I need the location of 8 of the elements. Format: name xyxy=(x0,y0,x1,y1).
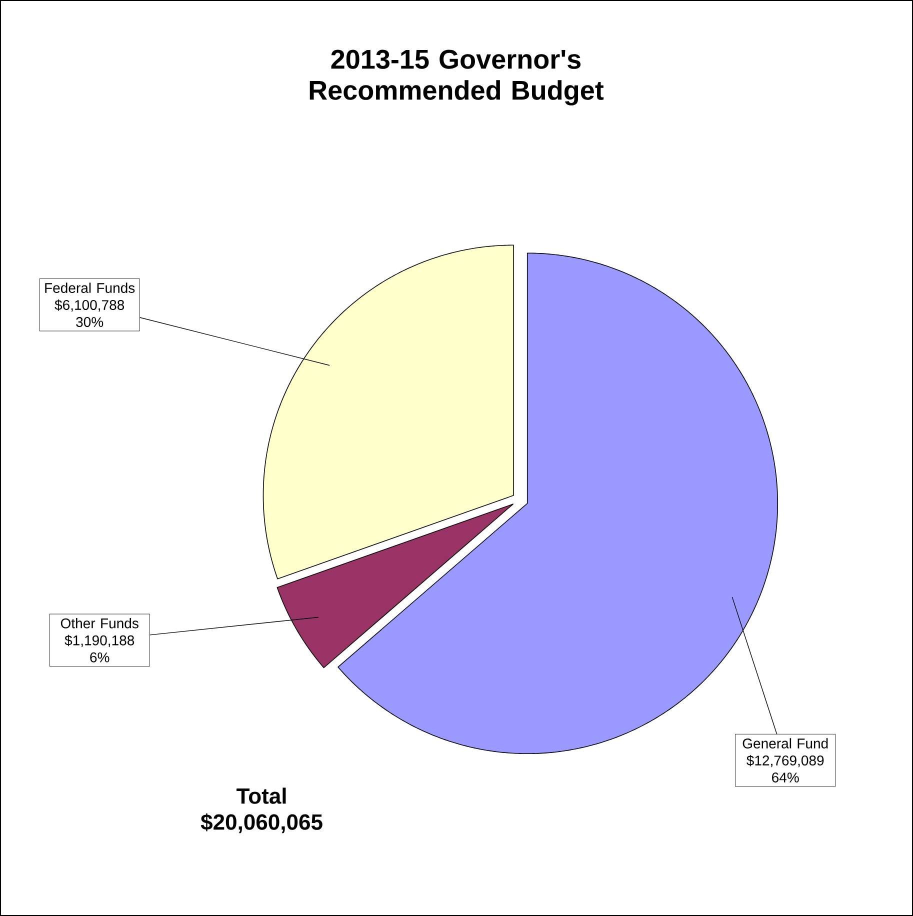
chart-title: 2013-15 Governor's Recommended Budget xyxy=(310,50,604,106)
text: Total $20,060,065 xyxy=(200,788,322,834)
data-label: $1,190,188 6% xyxy=(64,634,134,662)
slice-label: Other Funds xyxy=(60,618,138,628)
slice-label: General Fund xyxy=(742,738,828,748)
data-label: $12,769,089 64% xyxy=(746,754,824,782)
slice-label: Federal Funds xyxy=(45,282,135,293)
data-label: $6,100,788 30% xyxy=(54,299,124,327)
